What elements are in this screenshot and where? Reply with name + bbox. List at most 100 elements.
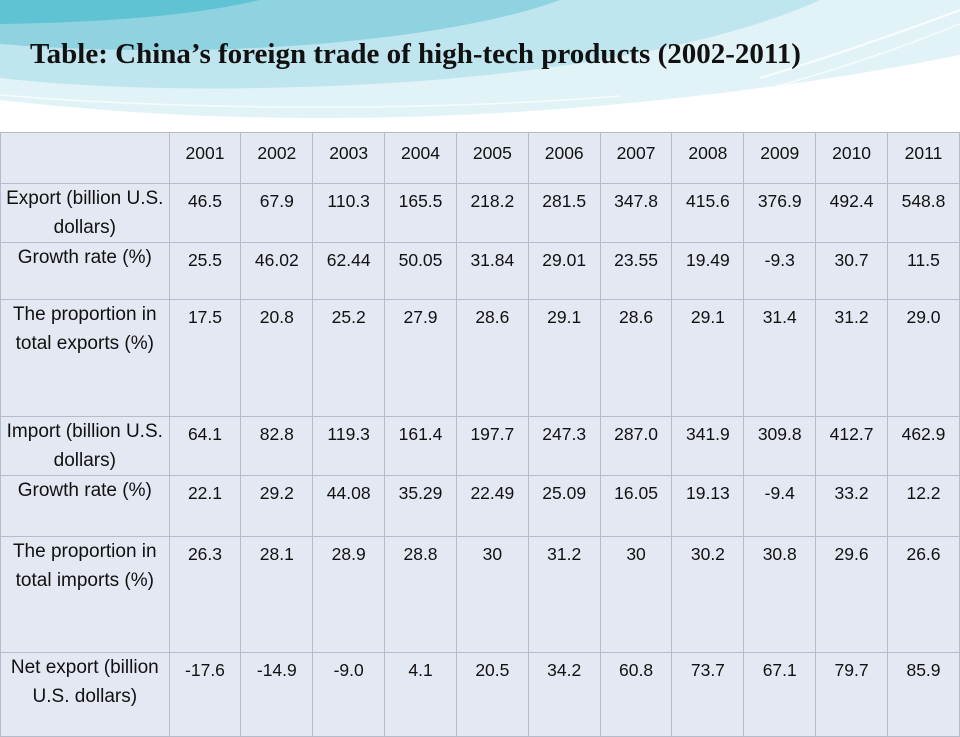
value-cell: 46.5 xyxy=(168,183,242,243)
value-cell: 60.8 xyxy=(599,652,673,737)
year-header-cell: 2003 xyxy=(312,132,386,184)
value-cell: 165.5 xyxy=(384,183,457,243)
value-cell: 17.5 xyxy=(168,299,242,417)
value-cell: -9.4 xyxy=(743,475,817,537)
value-cell: 29.01 xyxy=(527,242,601,300)
value-cell: 25.2 xyxy=(312,299,386,417)
value-cell: 20.5 xyxy=(455,652,529,737)
value-cell: -9.0 xyxy=(312,652,386,737)
value-cell: 20.8 xyxy=(240,299,314,417)
year-header-cell: 2009 xyxy=(743,132,817,184)
row-label-cell: Growth rate (%) xyxy=(0,242,170,300)
value-cell: 29.1 xyxy=(527,299,601,417)
value-cell: 28.8 xyxy=(384,536,457,653)
header-row: 2001 2002 2003 2004 2005 2006 2007 2008 2009 2010… xyxy=(0,132,960,184)
value-cell: 492.4 xyxy=(815,183,888,243)
value-cell: 82.8 xyxy=(240,416,314,476)
value-cell: 161.4 xyxy=(384,416,457,476)
table-row: Net export (billion U.S. dollars) -17.6 -1… xyxy=(0,652,960,737)
page-title: Table: China’s foreign trade of high-tec… xyxy=(30,38,801,70)
table-row: The proportion in total exports (%) 17.5 2… xyxy=(0,299,960,417)
value-cell: 119.3 xyxy=(312,416,386,476)
value-cell: 19.13 xyxy=(671,475,745,537)
value-cell: 548.8 xyxy=(887,183,960,243)
value-cell: 110.3 xyxy=(312,183,386,243)
row-label-cell: Net export (billion U.S. dollars) xyxy=(0,652,170,737)
value-cell: 4.1 xyxy=(384,652,457,737)
value-cell: 376.9 xyxy=(743,183,817,243)
table-row: The proportion in total imports (%) 26.3 2… xyxy=(0,536,960,653)
value-cell: 73.7 xyxy=(671,652,745,737)
value-cell: 25.5 xyxy=(168,242,242,300)
value-cell: 28.6 xyxy=(455,299,529,417)
year-header-cell: 2006 xyxy=(527,132,601,184)
value-cell: 309.8 xyxy=(743,416,817,476)
year-header-cell: 2001 xyxy=(168,132,242,184)
value-cell: 85.9 xyxy=(887,652,960,737)
row-label-cell: The proportion in total exports (%) xyxy=(0,299,170,417)
value-cell: 44.08 xyxy=(312,475,386,537)
value-cell: 28.6 xyxy=(599,299,673,417)
value-cell: 29.0 xyxy=(887,299,960,417)
value-cell: 30.8 xyxy=(743,536,817,653)
table-row: Import (billion U.S. dollars) 64.1 82.8 119… xyxy=(0,416,960,476)
value-cell: 12.2 xyxy=(887,475,960,537)
value-cell: 29.1 xyxy=(671,299,745,417)
value-cell: 197.7 xyxy=(455,416,529,476)
value-cell: 347.8 xyxy=(599,183,673,243)
value-cell: 26.6 xyxy=(887,536,960,653)
value-cell: 30.2 xyxy=(671,536,745,653)
value-cell: 31.2 xyxy=(815,299,888,417)
year-header-cell: 2004 xyxy=(384,132,457,184)
value-cell: -9.3 xyxy=(743,242,817,300)
value-cell: 11.5 xyxy=(887,242,960,300)
value-cell: 412.7 xyxy=(815,416,888,476)
value-cell: 16.05 xyxy=(599,475,673,537)
value-cell: 30.7 xyxy=(815,242,888,300)
value-cell: 33.2 xyxy=(815,475,888,537)
table-row: Growth rate (%) 25.5 46.02 62.44 50.05 31.84 2… xyxy=(0,242,960,300)
value-cell: 50.05 xyxy=(384,242,457,300)
value-cell: 23.55 xyxy=(599,242,673,300)
value-cell: -14.9 xyxy=(240,652,314,737)
year-header-cell: 2010 xyxy=(815,132,888,184)
value-cell: 31.2 xyxy=(527,536,601,653)
row-label-cell: Export (billion U.S. dollars) xyxy=(0,183,170,243)
row-label-cell: Import (billion U.S. dollars) xyxy=(0,416,170,476)
value-cell: 31.4 xyxy=(743,299,817,417)
value-cell: 281.5 xyxy=(527,183,601,243)
value-cell: 30 xyxy=(455,536,529,653)
value-cell: 22.49 xyxy=(455,475,529,537)
value-cell: -17.6 xyxy=(168,652,242,737)
year-header-cell: 2005 xyxy=(455,132,529,184)
value-cell: 64.1 xyxy=(168,416,242,476)
year-header-cell: 2002 xyxy=(240,132,314,184)
value-cell: 27.9 xyxy=(384,299,457,417)
value-cell: 31.84 xyxy=(455,242,529,300)
trade-table: 2001 2002 2003 2004 2005 2006 2007 2008 2009 2010… xyxy=(0,132,960,737)
value-cell: 67.9 xyxy=(240,183,314,243)
value-cell: 22.1 xyxy=(168,475,242,537)
value-cell: 28.9 xyxy=(312,536,386,653)
year-header-cell: 2008 xyxy=(671,132,745,184)
value-cell: 415.6 xyxy=(671,183,745,243)
value-cell: 67.1 xyxy=(743,652,817,737)
row-label-cell: The proportion in total imports (%) xyxy=(0,536,170,653)
value-cell: 19.49 xyxy=(671,242,745,300)
value-cell: 34.2 xyxy=(527,652,601,737)
value-cell: 30 xyxy=(599,536,673,653)
header-wave-decoration xyxy=(0,0,960,119)
table-row: Export (billion U.S. dollars) 46.5 67.9 110… xyxy=(0,183,960,243)
value-cell: 25.09 xyxy=(527,475,601,537)
value-cell: 29.6 xyxy=(815,536,888,653)
row-label-cell: Growth rate (%) xyxy=(0,475,170,537)
value-cell: 218.2 xyxy=(455,183,529,243)
corner-cell xyxy=(0,132,170,184)
table-row: Growth rate (%) 22.1 29.2 44.08 35.29 22.49 25… xyxy=(0,475,960,537)
value-cell: 341.9 xyxy=(671,416,745,476)
value-cell: 26.3 xyxy=(168,536,242,653)
value-cell: 62.44 xyxy=(312,242,386,300)
value-cell: 29.2 xyxy=(240,475,314,537)
year-header-cell: 2007 xyxy=(599,132,673,184)
value-cell: 35.29 xyxy=(384,475,457,537)
